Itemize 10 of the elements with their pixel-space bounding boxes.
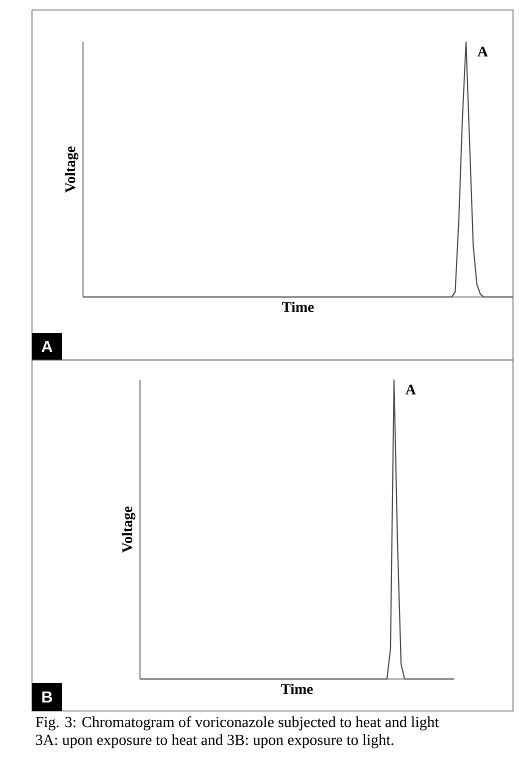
text: B [42,692,52,702]
text: A [42,340,52,352]
y-axis-title: Voltage [64,146,78,193]
caption: Fig. 3: Chromatogram of voriconazole subjected to heat and light [36,716,439,730]
x-axis-title: Time [282,302,314,312]
y-axis-title: Voltage [122,506,136,553]
x-axis-title: Time [281,684,313,694]
text: 3A: upon exposure to heat and 3B: upon exposure to light. [36,734,394,748]
annotation: A [478,46,488,56]
annotation: A [406,384,416,394]
